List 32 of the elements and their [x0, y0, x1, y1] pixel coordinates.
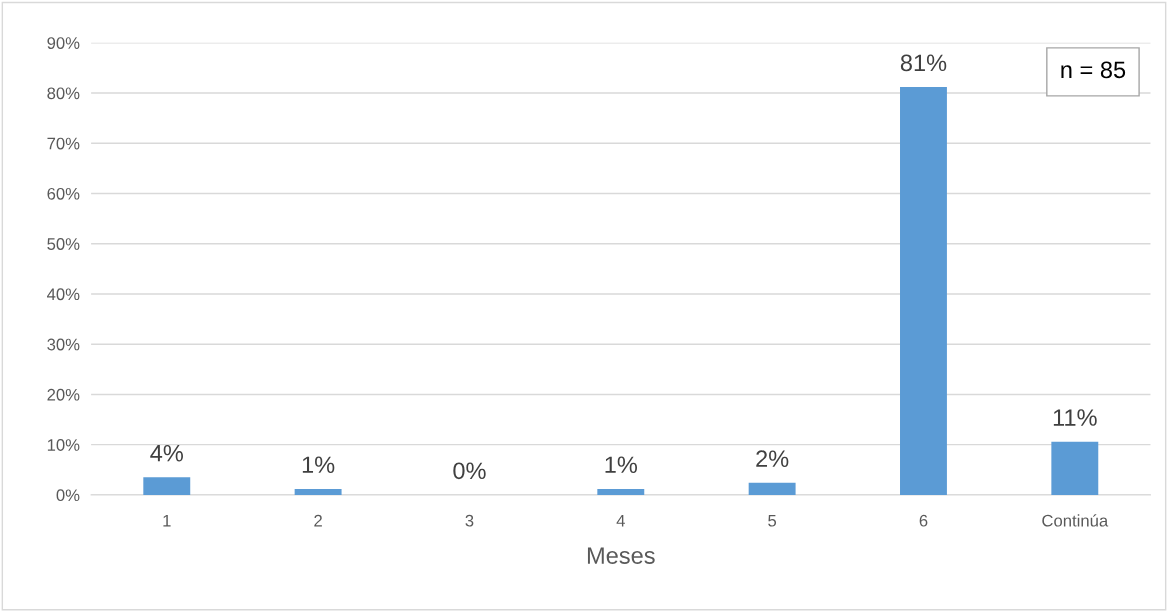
- y-tick-label: 0%: [56, 489, 80, 502]
- bar: [900, 86, 947, 495]
- x-tick-label: Continúa: [1042, 514, 1109, 527]
- data-label: 11%: [1053, 409, 1097, 426]
- x-tick-label: 2: [314, 514, 322, 527]
- data-label: 4%: [150, 444, 183, 462]
- data-label: 0%: [453, 462, 486, 480]
- x-tick-label: 5: [768, 514, 777, 527]
- y-tick-label: 10%: [47, 439, 80, 451]
- data-label: 81%: [900, 54, 947, 72]
- bar: [748, 482, 796, 495]
- annotation: n = 85: [1061, 61, 1126, 79]
- y-tick-label: 80%: [47, 87, 80, 100]
- bar: [1051, 441, 1099, 495]
- x-tick-label: 1: [163, 514, 171, 527]
- y-tick-label: 90%: [47, 37, 80, 49]
- x-tick-label: 6: [919, 514, 928, 527]
- x-tick-label: 3: [465, 514, 474, 527]
- x-axis-title: Meses: [587, 547, 655, 564]
- bar: [294, 488, 342, 495]
- data-label: 1%: [605, 456, 638, 474]
- bar: [143, 477, 191, 495]
- x-tick-label: 4: [616, 514, 625, 527]
- bar: [597, 488, 645, 495]
- data-label: 1%: [302, 456, 335, 474]
- y-tick-label: 50%: [47, 238, 80, 250]
- y-tick-label: 20%: [47, 388, 80, 401]
- y-tick-label: 40%: [47, 288, 80, 301]
- data-label: 2%: [756, 450, 789, 467]
- y-tick-label: 60%: [47, 187, 80, 200]
- y-tick-label: 30%: [47, 338, 80, 351]
- y-tick-label: 70%: [47, 137, 80, 150]
